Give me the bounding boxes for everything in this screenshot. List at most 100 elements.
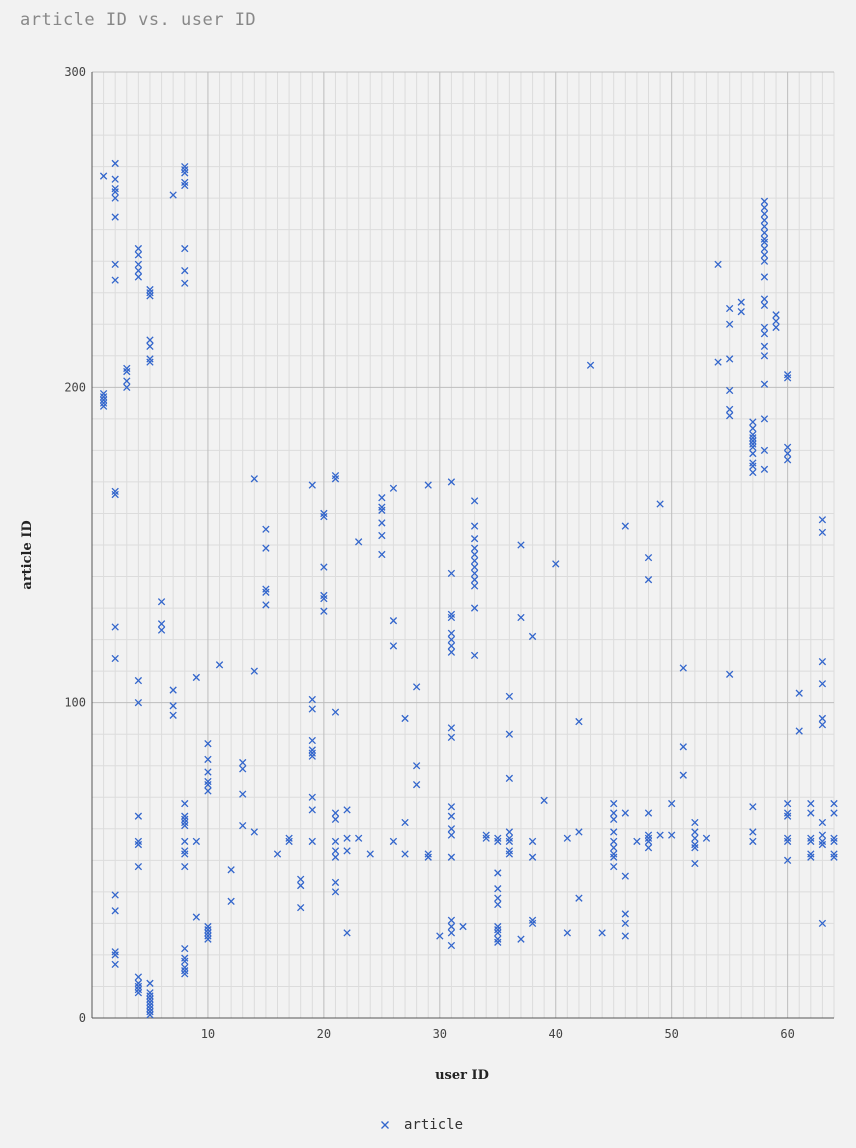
x-tick-label: 60	[780, 1027, 794, 1041]
point-stroke	[610, 809, 618, 817]
point-stroke	[598, 929, 606, 937]
point-stroke	[181, 162, 189, 171]
data-point	[134, 699, 143, 707]
point-stroke	[644, 809, 653, 817]
point-stroke	[412, 780, 421, 789]
point-stroke	[772, 317, 780, 325]
point-stroke	[807, 809, 815, 817]
point-stroke	[737, 307, 745, 316]
data-point	[505, 834, 514, 842]
data-point	[320, 594, 328, 603]
data-point	[331, 853, 340, 861]
point-stroke	[760, 342, 769, 350]
point-stroke	[505, 774, 514, 783]
point-stroke	[308, 749, 316, 757]
data-point	[99, 172, 108, 180]
data-point	[134, 982, 143, 991]
data-point	[146, 1001, 154, 1010]
data-point	[389, 617, 398, 625]
axes	[91, 72, 834, 1019]
data-point	[331, 471, 340, 480]
data-point	[181, 267, 189, 275]
point-stroke	[610, 799, 618, 808]
data-point	[749, 459, 757, 467]
point-stroke	[760, 330, 769, 338]
data-point	[134, 244, 143, 253]
data-point	[691, 828, 699, 836]
data-point	[412, 780, 421, 789]
data-point	[181, 279, 189, 287]
data-point	[610, 828, 618, 836]
legend[interactable]: article	[381, 1117, 464, 1133]
point-stroke	[760, 203, 769, 212]
data-point	[378, 531, 386, 540]
point-stroke	[111, 194, 119, 202]
data-point	[354, 834, 363, 842]
data-point	[505, 847, 514, 855]
point-stroke	[424, 850, 432, 858]
point-stroke	[204, 935, 212, 943]
data-point	[447, 803, 456, 811]
data-point	[760, 273, 769, 281]
data-point	[308, 481, 316, 489]
point-stroke	[783, 834, 792, 842]
point-stroke	[830, 837, 838, 846]
data-point	[528, 837, 537, 846]
data-point	[760, 330, 769, 338]
point-stroke	[691, 818, 699, 827]
y-axis-label: article ID	[20, 520, 35, 589]
point-stroke	[760, 273, 769, 281]
data-point	[401, 818, 409, 827]
data-point	[181, 847, 189, 855]
data-point	[610, 862, 618, 871]
point-stroke	[134, 979, 143, 987]
data-point	[783, 856, 792, 864]
data-point	[331, 847, 340, 855]
point-stroke	[134, 862, 143, 871]
point-stroke	[494, 837, 502, 846]
data-point	[575, 894, 583, 902]
point-stroke	[123, 364, 131, 373]
data-point	[610, 853, 618, 861]
point-stroke	[389, 484, 398, 492]
data-point	[702, 834, 711, 842]
data-point	[389, 837, 398, 846]
data-point	[447, 941, 456, 950]
data-point	[239, 821, 247, 830]
point-stroke	[424, 853, 432, 861]
data-point	[204, 932, 212, 940]
data-point	[134, 989, 143, 997]
data-point	[331, 809, 340, 817]
data-point	[378, 503, 386, 511]
data-point	[447, 922, 456, 931]
data-point	[470, 651, 479, 660]
data-point	[447, 929, 456, 937]
point-stroke	[123, 383, 131, 391]
point-stroke	[424, 481, 432, 489]
data-point	[424, 853, 432, 861]
point-stroke	[331, 809, 340, 817]
point-stroke	[181, 847, 189, 855]
point-stroke	[389, 617, 398, 625]
data-point	[772, 317, 780, 325]
data-point	[204, 768, 212, 776]
point-stroke	[297, 875, 305, 883]
data-point	[760, 238, 769, 246]
point-stroke	[679, 743, 687, 751]
y-tick-label: 300	[64, 65, 86, 79]
point-stroke	[818, 818, 827, 827]
data-point	[783, 837, 792, 846]
point-stroke	[760, 301, 769, 310]
point-stroke	[610, 844, 618, 852]
point-stroke	[470, 604, 479, 612]
data-point	[644, 834, 653, 842]
point-stroke	[111, 951, 119, 959]
point-stroke	[134, 989, 143, 997]
point-stroke	[818, 721, 827, 729]
point-stroke	[760, 380, 769, 388]
point-stroke	[401, 714, 409, 723]
point-stroke	[505, 837, 514, 846]
point-stroke	[725, 412, 734, 420]
data-point	[320, 512, 328, 521]
data-point	[181, 818, 189, 827]
